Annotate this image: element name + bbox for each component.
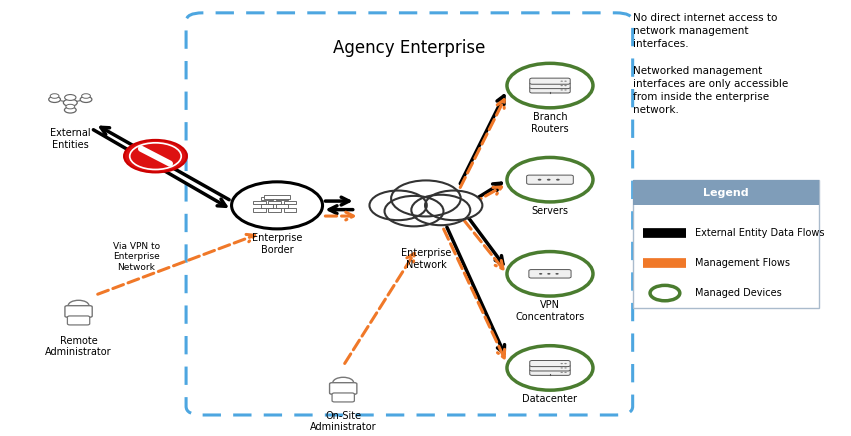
FancyBboxPatch shape <box>530 82 570 89</box>
Circle shape <box>80 96 92 102</box>
Circle shape <box>507 157 593 202</box>
Text: Datacenter: Datacenter <box>523 395 578 405</box>
FancyBboxPatch shape <box>632 180 819 308</box>
Circle shape <box>561 81 563 82</box>
Circle shape <box>564 371 567 373</box>
Circle shape <box>561 89 563 91</box>
Circle shape <box>547 179 551 181</box>
FancyBboxPatch shape <box>530 78 570 84</box>
Bar <box>260 204 273 208</box>
Text: Managed Devices: Managed Devices <box>694 288 781 298</box>
Text: Management Flows: Management Flows <box>694 258 790 268</box>
Circle shape <box>561 363 563 364</box>
Text: Legend: Legend <box>703 187 749 198</box>
Circle shape <box>507 346 593 390</box>
Text: No direct internet access to
network management
interfaces.

Networked managemen: No direct internet access to network man… <box>632 13 788 115</box>
Text: Servers: Servers <box>532 206 568 216</box>
Circle shape <box>507 63 593 108</box>
FancyBboxPatch shape <box>530 87 570 93</box>
Circle shape <box>82 94 90 98</box>
Bar <box>264 195 290 199</box>
Circle shape <box>650 285 680 301</box>
Text: Branch
Routers: Branch Routers <box>531 112 568 134</box>
Circle shape <box>561 85 563 86</box>
Circle shape <box>385 196 443 226</box>
FancyBboxPatch shape <box>527 175 574 184</box>
FancyBboxPatch shape <box>530 369 570 375</box>
Text: External
Entities: External Entities <box>50 128 90 150</box>
Circle shape <box>556 179 560 181</box>
Bar <box>254 201 266 204</box>
Circle shape <box>561 367 563 368</box>
Text: On-Site
Administrator: On-Site Administrator <box>310 411 376 433</box>
FancyBboxPatch shape <box>528 269 571 278</box>
Text: Enterprise
Network: Enterprise Network <box>401 248 451 270</box>
Circle shape <box>411 195 471 225</box>
Circle shape <box>63 99 77 106</box>
Circle shape <box>564 367 567 368</box>
Circle shape <box>124 140 187 172</box>
Bar <box>268 208 281 211</box>
Text: Agency Enterprise: Agency Enterprise <box>334 38 486 57</box>
FancyBboxPatch shape <box>67 316 89 325</box>
Circle shape <box>564 89 567 91</box>
Bar <box>276 197 288 200</box>
Circle shape <box>507 252 593 296</box>
FancyBboxPatch shape <box>530 365 570 371</box>
Circle shape <box>65 95 76 100</box>
Bar <box>283 208 296 211</box>
Circle shape <box>425 191 483 220</box>
Circle shape <box>333 377 354 388</box>
Circle shape <box>66 104 75 109</box>
Circle shape <box>391 181 460 216</box>
FancyBboxPatch shape <box>530 361 570 367</box>
Text: Remote
Administrator: Remote Administrator <box>45 336 111 358</box>
Circle shape <box>564 81 567 82</box>
FancyBboxPatch shape <box>329 383 357 394</box>
Bar <box>632 180 819 205</box>
Text: VPN
Concentrators: VPN Concentrators <box>516 300 585 322</box>
Text: External Entity Data Flows: External Entity Data Flows <box>694 228 825 238</box>
Circle shape <box>556 273 559 275</box>
FancyBboxPatch shape <box>65 306 92 317</box>
Circle shape <box>50 94 59 98</box>
FancyBboxPatch shape <box>332 393 354 402</box>
Circle shape <box>538 179 541 181</box>
Circle shape <box>539 273 542 275</box>
Circle shape <box>65 107 77 113</box>
Circle shape <box>231 182 323 229</box>
Bar <box>260 197 273 200</box>
Circle shape <box>369 191 427 220</box>
Circle shape <box>561 371 563 373</box>
Circle shape <box>564 363 567 364</box>
Bar <box>276 204 288 208</box>
Text: Via VPN to
Enterprise
Network: Via VPN to Enterprise Network <box>113 242 160 272</box>
Bar <box>254 208 266 211</box>
Circle shape <box>564 85 567 86</box>
Bar <box>268 201 281 204</box>
Text: Enterprise
Border: Enterprise Border <box>252 233 302 255</box>
Circle shape <box>49 96 60 102</box>
Circle shape <box>68 300 89 311</box>
Circle shape <box>547 273 551 275</box>
Bar <box>283 201 296 204</box>
